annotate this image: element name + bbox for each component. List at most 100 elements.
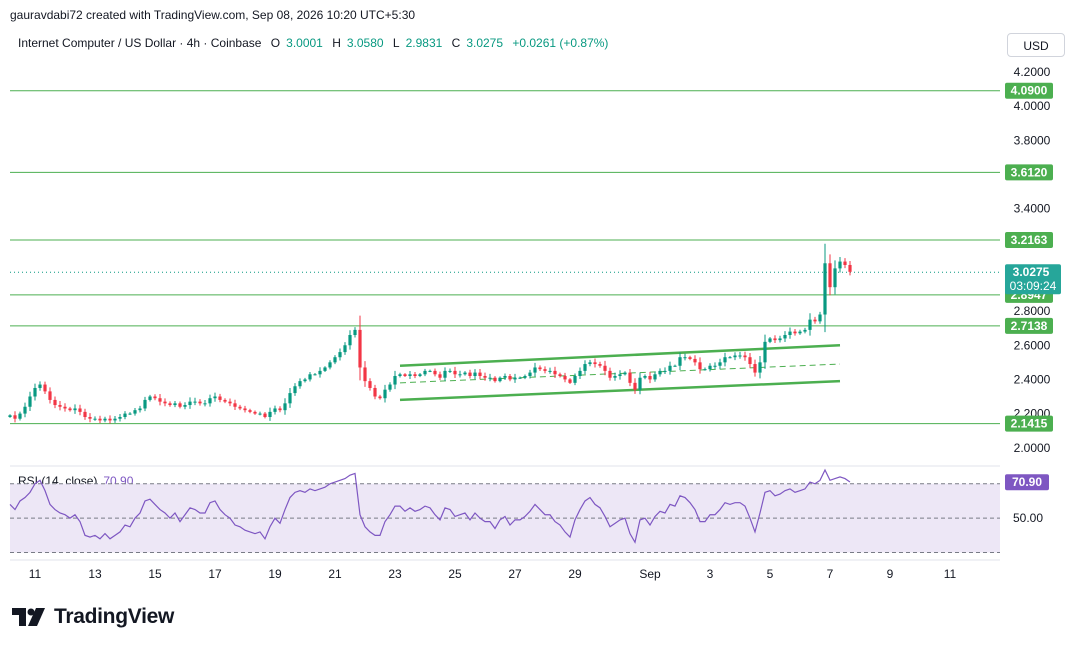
candle-body	[513, 377, 517, 380]
level-price-tag	[1005, 82, 1053, 99]
candle-body	[743, 355, 747, 358]
candle-body	[38, 384, 42, 388]
candle-body	[88, 417, 92, 419]
time-axis[interactable]: 11 13 15 17 19 21 23 25 27 29 Sep 3 5 7 9 11	[29, 567, 957, 581]
candle-body	[298, 381, 302, 387]
candle-body	[668, 365, 672, 371]
time-tick-label: 13	[88, 567, 102, 581]
chart-attribution: gauravdabi72 created with TradingView.co…	[10, 8, 416, 22]
time-tick-label: 3	[707, 567, 714, 581]
candle-body	[328, 362, 332, 368]
candle-body	[533, 367, 537, 373]
candle-body	[728, 357, 732, 359]
candle-body	[433, 370, 437, 375]
candle-body	[208, 398, 212, 404]
price-tick-label: 2.6000	[1014, 338, 1051, 352]
candle-body	[153, 396, 157, 399]
candle-body	[23, 406, 27, 414]
bar-countdown: 03:09:24	[1010, 279, 1057, 293]
price-tick-label: 2.4000	[1014, 372, 1051, 386]
level-price-label: 2.1415	[1011, 417, 1048, 431]
time-tick-label: 17	[208, 567, 222, 581]
time-tick-label: Sep	[639, 567, 661, 581]
candle-body	[148, 396, 152, 400]
candle-body	[268, 411, 272, 418]
candle-body	[388, 384, 392, 390]
candle-body	[818, 314, 822, 322]
candle-body	[578, 370, 582, 377]
candle-body	[273, 408, 277, 412]
candle-body	[788, 331, 792, 336]
ohlc-legend: Internet Computer / US Dollar · 4h · Coi…	[18, 36, 614, 50]
candle-body	[443, 370, 447, 378]
symbol-title[interactable]: Internet Computer / US Dollar · 4h · Coi…	[18, 36, 262, 50]
candle-body	[603, 365, 607, 371]
candle-body	[28, 396, 32, 407]
candle-body	[78, 408, 82, 412]
candle-body	[203, 403, 207, 405]
candle-body	[518, 377, 522, 379]
candle-body	[713, 365, 717, 367]
candle-body	[553, 370, 557, 375]
price-tags: 4.09003.61203.21632.89472.71382.14153.02…	[1005, 82, 1061, 491]
candle-body	[608, 370, 612, 378]
last-price-label: 3.0275	[1013, 265, 1050, 279]
candle-body	[163, 401, 167, 404]
candle-body	[493, 377, 497, 382]
level-price-tag	[1005, 415, 1053, 432]
level-price-label: 2.7138	[1011, 319, 1048, 333]
candle-body	[793, 331, 797, 334]
candle-body	[598, 364, 602, 366]
candle-body	[123, 413, 127, 418]
candle-body	[723, 357, 727, 363]
level-price-tag	[1005, 231, 1053, 248]
candle-body	[563, 376, 567, 380]
candle-body	[158, 398, 162, 402]
candle-body	[718, 362, 722, 366]
tradingview-logo-icon	[12, 608, 45, 626]
time-tick-label: 11	[29, 567, 42, 581]
time-tick-label: 11	[944, 567, 957, 581]
candle-body	[543, 369, 547, 371]
candle-body	[503, 376, 507, 378]
candle-body	[408, 374, 412, 377]
candle-body	[758, 362, 762, 373]
tradingview-logo[interactable]: TradingView	[12, 604, 174, 630]
price-tick-label: 4.2000	[1014, 65, 1051, 79]
logo-wordmark: TradingView	[54, 605, 175, 628]
currency-button[interactable]: USD	[1007, 33, 1065, 57]
candle-body	[113, 418, 117, 421]
high-value: H 3.0580	[332, 36, 384, 50]
candle-body	[193, 401, 197, 403]
candle-body	[358, 329, 362, 368]
candle-body	[733, 355, 737, 358]
time-tick-label: 23	[388, 567, 402, 581]
candle-body	[253, 411, 257, 414]
candle-body	[778, 338, 782, 341]
level-price-label: 3.6120	[1011, 165, 1048, 179]
candle-body	[848, 264, 852, 272]
candle-body	[348, 335, 352, 346]
rsi-value-label: 70.90	[1012, 475, 1042, 489]
candle-body	[843, 261, 847, 265]
candle-body	[168, 403, 172, 406]
candle-body	[833, 268, 837, 288]
time-tick-label: 5	[767, 567, 774, 581]
candle-body	[213, 396, 217, 399]
candle-body	[813, 319, 817, 322]
candle-body	[748, 357, 752, 365]
candle-body	[288, 393, 292, 404]
candle-body	[658, 370, 662, 375]
level-price-label: 4.0900	[1011, 84, 1048, 98]
candle-body	[13, 415, 17, 419]
candle-body	[338, 352, 342, 358]
candle-body	[393, 376, 397, 385]
candle-body	[453, 370, 457, 375]
candle-body	[133, 410, 137, 414]
candle-body	[363, 367, 367, 382]
candle-body	[198, 401, 202, 404]
candle-body	[688, 357, 692, 359]
candle-body	[238, 406, 242, 409]
candle-body	[528, 372, 532, 377]
